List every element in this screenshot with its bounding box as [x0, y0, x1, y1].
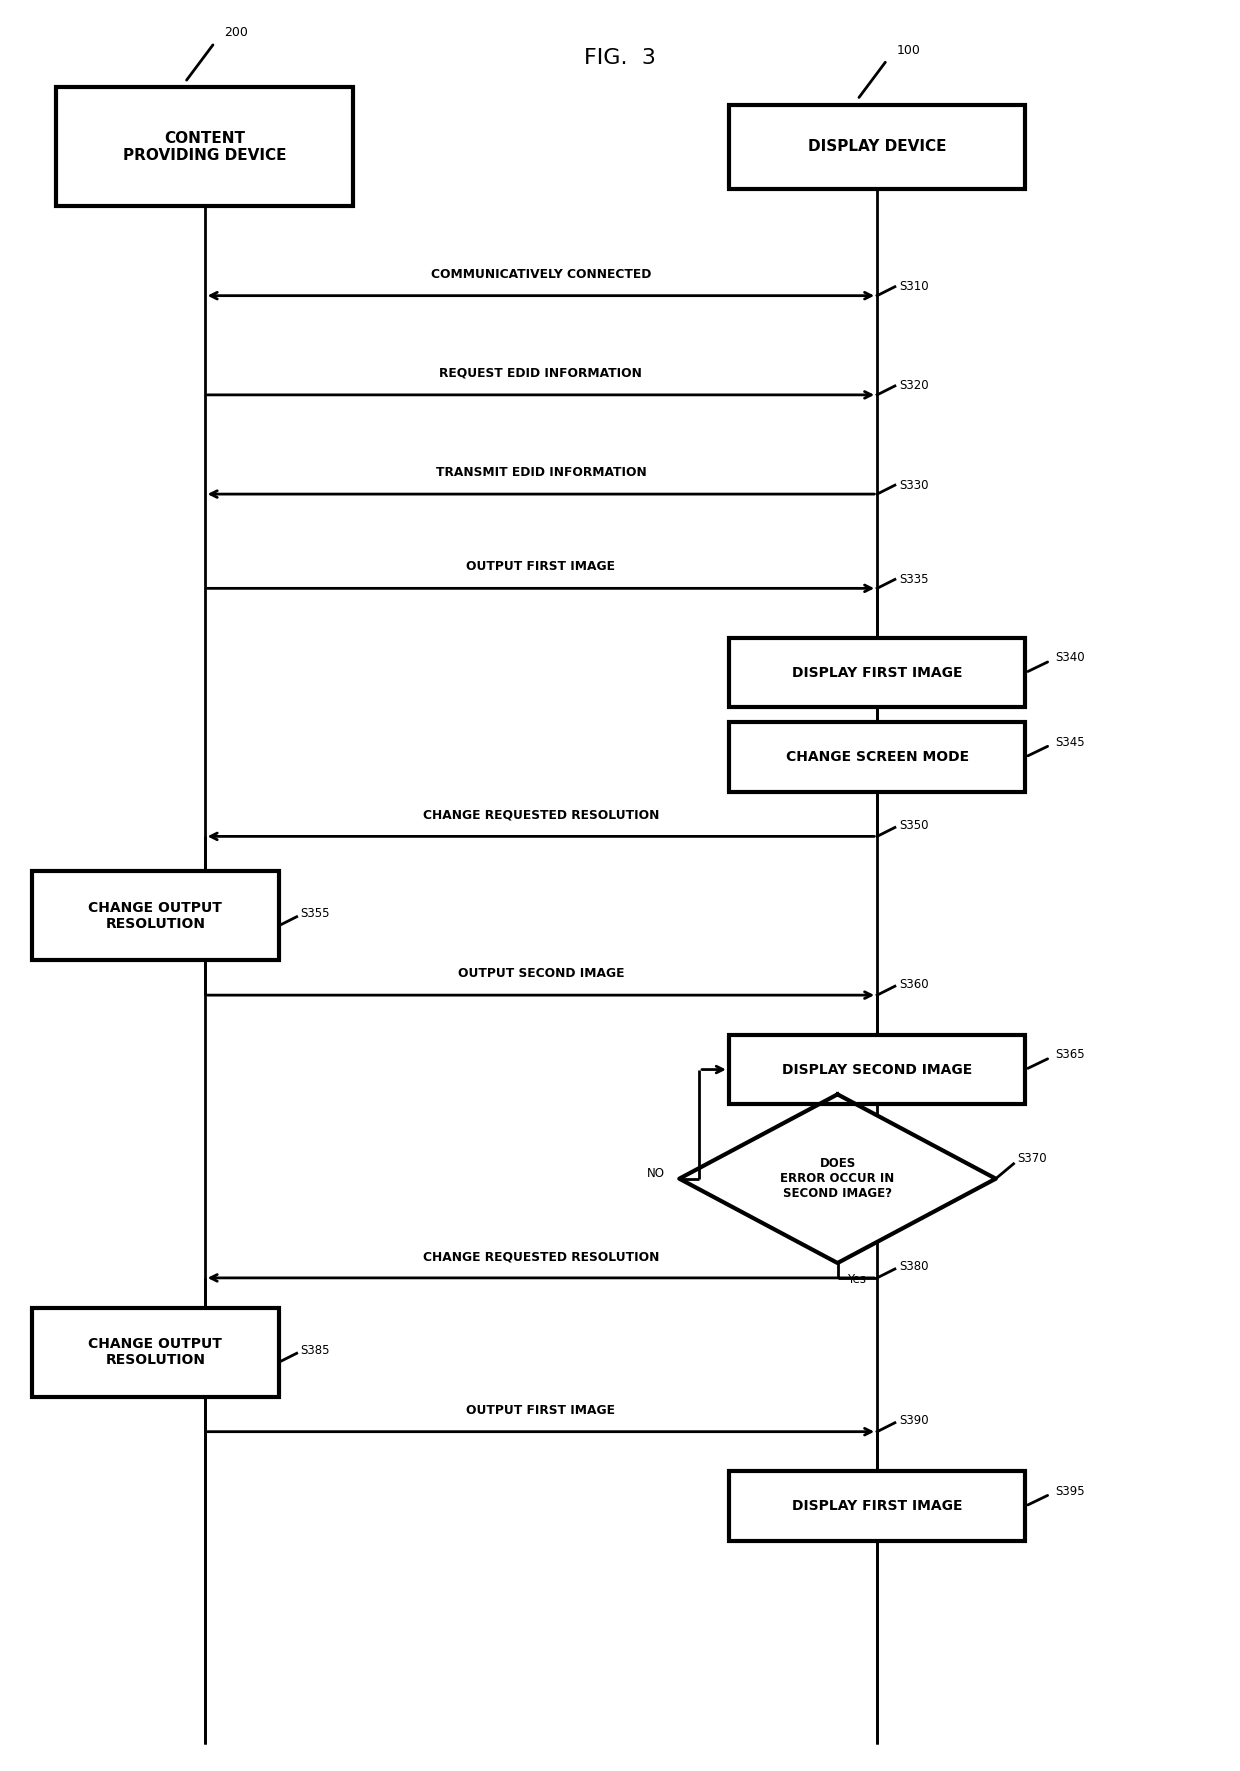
Text: S350: S350	[899, 818, 929, 832]
Text: S395: S395	[1055, 1484, 1085, 1498]
Text: S335: S335	[899, 574, 929, 586]
Text: S310: S310	[899, 280, 929, 294]
Bar	[729, 723, 1025, 792]
Text: S360: S360	[899, 978, 929, 990]
Text: CONTENT
PROVIDING DEVICE: CONTENT PROVIDING DEVICE	[123, 131, 286, 163]
Text: S330: S330	[899, 478, 929, 492]
Text: DOES
ERROR OCCUR IN
SECOND IMAGE?: DOES ERROR OCCUR IN SECOND IMAGE?	[780, 1156, 895, 1201]
Text: S365: S365	[1055, 1048, 1085, 1061]
Text: OUTPUT FIRST IMAGE: OUTPUT FIRST IMAGE	[466, 560, 615, 574]
Text: S355: S355	[300, 907, 330, 921]
Text: S320: S320	[899, 379, 929, 393]
Polygon shape	[680, 1094, 996, 1263]
Text: Yes: Yes	[847, 1273, 867, 1286]
Bar	[729, 1472, 1025, 1541]
Bar	[32, 1307, 279, 1397]
Text: CHANGE OUTPUT
RESOLUTION: CHANGE OUTPUT RESOLUTION	[88, 901, 222, 932]
Text: DISPLAY SECOND IMAGE: DISPLAY SECOND IMAGE	[782, 1063, 972, 1077]
Text: 200: 200	[224, 27, 248, 39]
Bar	[729, 1034, 1025, 1105]
Text: CHANGE REQUESTED RESOLUTION: CHANGE REQUESTED RESOLUTION	[423, 1250, 660, 1263]
Text: REQUEST EDID INFORMATION: REQUEST EDID INFORMATION	[439, 367, 642, 381]
Text: CHANGE SCREEN MODE: CHANGE SCREEN MODE	[785, 749, 968, 763]
Text: CHANGE OUTPUT
RESOLUTION: CHANGE OUTPUT RESOLUTION	[88, 1337, 222, 1367]
Text: CHANGE REQUESTED RESOLUTION: CHANGE REQUESTED RESOLUTION	[423, 809, 660, 822]
Text: DISPLAY FIRST IMAGE: DISPLAY FIRST IMAGE	[792, 666, 962, 680]
Text: DISPLAY FIRST IMAGE: DISPLAY FIRST IMAGE	[792, 1498, 962, 1512]
Text: NO: NO	[646, 1167, 665, 1179]
Text: S345: S345	[1055, 735, 1085, 749]
Text: TRANSMIT EDID INFORMATION: TRANSMIT EDID INFORMATION	[435, 466, 646, 480]
Bar	[56, 87, 353, 207]
Text: FIG.  3: FIG. 3	[584, 48, 656, 67]
Text: OUTPUT FIRST IMAGE: OUTPUT FIRST IMAGE	[466, 1404, 615, 1417]
Text: S370: S370	[1018, 1153, 1047, 1165]
Text: 100: 100	[897, 44, 921, 57]
Text: S380: S380	[899, 1261, 929, 1273]
Text: S340: S340	[1055, 652, 1085, 664]
Text: DISPLAY DEVICE: DISPLAY DEVICE	[807, 140, 946, 154]
Text: OUTPUT SECOND IMAGE: OUTPUT SECOND IMAGE	[458, 967, 624, 981]
Bar	[729, 104, 1025, 189]
Text: S385: S385	[300, 1344, 330, 1357]
Bar	[729, 638, 1025, 707]
Bar	[32, 871, 279, 960]
Text: S390: S390	[899, 1415, 929, 1427]
Text: COMMUNICATIVELY CONNECTED: COMMUNICATIVELY CONNECTED	[430, 267, 651, 282]
